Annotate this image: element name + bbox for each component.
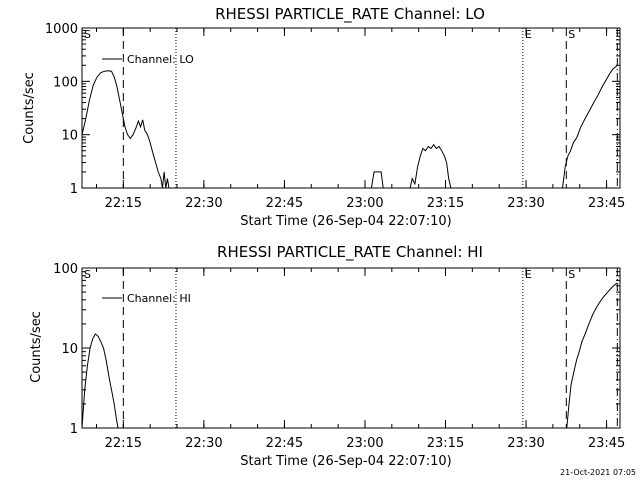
- series-line: [409, 143, 452, 189]
- x-tick-label: 23:45: [588, 196, 625, 211]
- series-line: [81, 70, 170, 189]
- y-axis-label: Counts/sec: [22, 72, 37, 144]
- x-tick-label: 22:15: [105, 196, 142, 211]
- event-marker-label: E: [525, 268, 532, 281]
- y-tick-label: 100: [53, 262, 78, 277]
- x-tick-label: 22:45: [266, 196, 303, 211]
- y-tick-label: 10: [61, 129, 78, 144]
- y-tick-label: 1: [70, 422, 78, 437]
- x-tick-label: 23:30: [507, 196, 544, 211]
- x-tick-label: 23:15: [427, 436, 464, 451]
- event-marker-label: S: [84, 28, 91, 41]
- series-line: [562, 65, 618, 189]
- series-line: [370, 171, 384, 189]
- chart-title: RHESSI PARTICLE_RATE Channel: HI: [217, 243, 483, 262]
- y-tick-label: 1000: [45, 22, 78, 37]
- x-axis-label: Start Time (26-Sep-04 22:07:10): [240, 454, 451, 469]
- x-tick-label: 22:30: [185, 196, 222, 211]
- event-marker-label: S: [84, 268, 91, 281]
- x-tick-label: 22:15: [105, 436, 142, 451]
- x-tick-label: 23:30: [507, 436, 544, 451]
- x-tick-label: 23:45: [588, 436, 625, 451]
- x-axis-label: Start Time (26-Sep-04 22:07:10): [240, 214, 451, 229]
- chart-title: RHESSI PARTICLE_RATE Channel: LO: [215, 5, 485, 24]
- x-tick-label: 23:00: [346, 436, 383, 451]
- event-marker-label: E: [525, 28, 532, 41]
- x-tick-label: 23:15: [427, 196, 464, 211]
- x-tick-label: 23:00: [346, 196, 383, 211]
- x-tick-label: 22:30: [185, 436, 222, 451]
- plot-timestamp: 21-Oct-2021 07:05: [560, 468, 636, 477]
- y-tick-label: 1: [70, 182, 78, 197]
- y-tick-label: 10: [61, 342, 78, 357]
- series-line: [566, 282, 618, 429]
- x-tick-label: 22:45: [266, 436, 303, 451]
- legend-label: Channel: LO: [127, 53, 194, 66]
- series-line: [81, 333, 119, 429]
- legend-label: Channel: HI: [127, 292, 191, 305]
- y-axis-label: Counts/sec: [29, 311, 44, 383]
- plot-frame: [81, 27, 621, 189]
- event-marker-label: S: [568, 28, 575, 41]
- event-marker-label: S: [568, 268, 575, 281]
- y-tick-label: 100: [53, 75, 78, 90]
